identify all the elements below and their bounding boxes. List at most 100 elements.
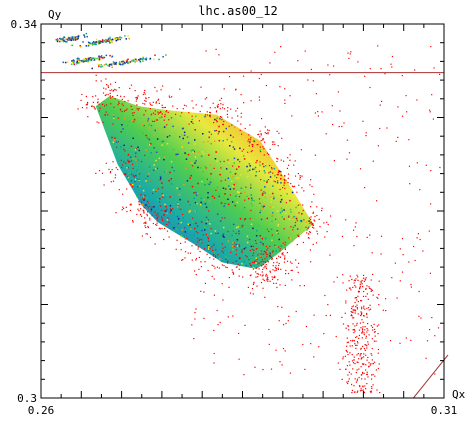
particle-point [366, 312, 368, 315]
density-point [210, 173, 212, 175]
island-point [55, 39, 57, 41]
particle-point [367, 341, 369, 343]
particle-point [378, 363, 380, 365]
island-point [109, 63, 111, 66]
density-point [297, 235, 300, 237]
particle-point [380, 68, 382, 70]
particle-point [175, 113, 177, 115]
island-point [111, 55, 114, 58]
density-point [270, 256, 273, 259]
density-point [191, 149, 194, 151]
density-point [271, 215, 273, 217]
density-point [186, 136, 189, 138]
island-point [66, 39, 69, 41]
density-point [180, 221, 182, 224]
particle-point [238, 257, 241, 259]
density-point [229, 134, 232, 137]
particle-point [236, 107, 239, 109]
particle-point [293, 164, 295, 166]
density-point [166, 219, 169, 221]
island-point [71, 36, 73, 38]
particle-point [255, 242, 257, 244]
particle-point [237, 263, 239, 265]
island-point [104, 40, 106, 43]
particle-point [194, 312, 196, 314]
particle-point [118, 101, 120, 103]
particle-point [210, 227, 212, 230]
particle-point [249, 292, 251, 294]
particle-point [251, 145, 254, 148]
particle-point [327, 304, 329, 306]
particle-point [356, 308, 358, 310]
density-point [192, 151, 194, 153]
particle-point [313, 314, 315, 316]
particle-point [312, 243, 314, 245]
density-point [221, 259, 223, 261]
particle-point [288, 215, 290, 217]
density-point [225, 127, 227, 130]
density-point [209, 223, 211, 225]
density-point [152, 189, 155, 191]
density-point [114, 137, 116, 139]
particle-point [251, 288, 254, 290]
density-point [202, 133, 204, 135]
density-point [192, 149, 195, 152]
particle-point [156, 119, 159, 121]
density-point [206, 220, 208, 223]
density-point [270, 197, 273, 200]
particle-point [141, 198, 144, 200]
particle-point [160, 111, 162, 113]
particle-point [260, 282, 263, 284]
particle-point [346, 351, 349, 353]
density-point [243, 155, 245, 157]
particle-point [221, 116, 223, 118]
particle-point [210, 133, 212, 135]
island-point [109, 63, 111, 65]
density-point [215, 151, 217, 153]
particle-point [284, 99, 286, 101]
particle-point [133, 112, 135, 114]
particle-point [368, 366, 370, 368]
particle-point [119, 109, 121, 111]
density-point [285, 179, 287, 182]
density-point [113, 116, 115, 118]
particle-point [260, 73, 262, 76]
particle-point [365, 337, 367, 339]
density-point [208, 131, 211, 133]
island-point [100, 40, 102, 43]
density-point [138, 149, 140, 152]
density-point [269, 196, 272, 198]
particle-point [143, 212, 145, 214]
particle-point [166, 223, 168, 226]
density-point [135, 152, 137, 154]
density-point [235, 182, 237, 184]
density-point [191, 221, 194, 223]
particle-point [350, 373, 352, 375]
particle-point [373, 323, 375, 325]
density-point [205, 206, 208, 209]
particle-point [363, 391, 365, 394]
particle-point [160, 89, 162, 91]
particle-point [353, 317, 355, 319]
density-point [227, 257, 229, 259]
particle-point [409, 183, 411, 185]
particle-point [361, 357, 363, 359]
particle-point [263, 267, 265, 269]
particle-point [168, 236, 170, 238]
particle-point [164, 106, 166, 108]
particle-point [129, 87, 131, 89]
density-point [193, 197, 195, 199]
particle-point [86, 103, 88, 105]
particle-point [364, 326, 366, 328]
particle-point [232, 262, 234, 264]
density-point [177, 153, 179, 155]
particle-point [168, 221, 170, 224]
particle-point [355, 286, 357, 288]
particle-point [98, 122, 100, 124]
particle-point [109, 95, 111, 97]
particle-point [308, 231, 311, 233]
density-point [153, 164, 155, 166]
particle-point [315, 93, 317, 95]
particle-point [264, 141, 266, 143]
particle-point [166, 110, 168, 112]
